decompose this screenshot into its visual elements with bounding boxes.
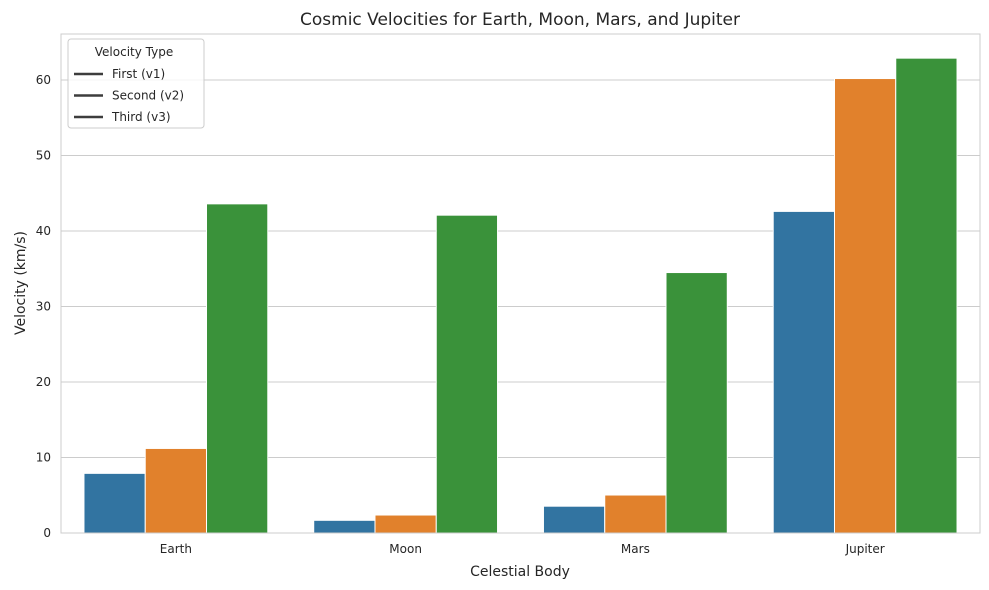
- y-tick-label: 30: [36, 300, 51, 314]
- bar-earth-2: [144, 447, 208, 534]
- bar-mars-1: [542, 505, 606, 534]
- x-tick-label: Mars: [621, 542, 650, 556]
- x-tick-label: Jupiter: [845, 542, 885, 556]
- legend: Velocity Type First (v1) Second (v2) Third…: [67, 38, 205, 129]
- bar-earth-3: [206, 203, 269, 534]
- y-tick-label: 50: [36, 149, 51, 163]
- y-tick-label: 10: [36, 451, 51, 465]
- bars: [83, 57, 958, 534]
- x-tick-label: Moon: [389, 542, 422, 556]
- chart-title: Cosmic Velocities for Earth, Moon, Mars,…: [300, 10, 740, 30]
- y-tick-label: 60: [36, 73, 51, 87]
- y-tick-label: 40: [36, 224, 51, 238]
- legend-title: Velocity Type: [95, 45, 173, 59]
- x-axis-label: Celestial Body: [470, 564, 570, 580]
- legend-items: First (v1) Second (v2) Third (v3): [74, 67, 184, 124]
- x-ticks: Earth Moon Mars Jupiter: [160, 542, 885, 556]
- bar-moon-1: [313, 519, 376, 534]
- bar-moon-2: [374, 514, 437, 534]
- bar-mars-2: [604, 494, 667, 534]
- legend-label: Third (v3): [111, 110, 171, 124]
- bar-jupiter-1: [772, 210, 835, 534]
- bar-jupiter-2: [833, 78, 897, 534]
- y-ticks: 0 10 20 30 40 50 60: [36, 73, 51, 540]
- y-tick-label: 0: [43, 526, 51, 540]
- y-axis-label: Velocity (km/s): [13, 231, 29, 335]
- y-tick-label: 20: [36, 375, 51, 389]
- bar-jupiter-3: [895, 57, 958, 534]
- bar-moon-3: [435, 214, 499, 534]
- legend-label: Second (v2): [112, 89, 184, 103]
- legend-label: First (v1): [112, 67, 165, 81]
- x-tick-label: Earth: [160, 542, 192, 556]
- bar-earth-1: [83, 472, 146, 534]
- bar-mars-3: [665, 272, 728, 534]
- legend-box: [67, 38, 205, 129]
- plot-frame: [60, 33, 981, 534]
